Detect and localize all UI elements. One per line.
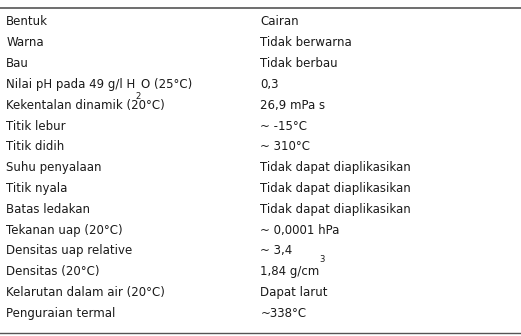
Text: 0,3: 0,3: [260, 78, 279, 91]
Text: 1,84 g/cm: 1,84 g/cm: [260, 265, 320, 278]
Text: Tidak dapat diaplikasikan: Tidak dapat diaplikasikan: [260, 182, 411, 195]
Text: Bau: Bau: [6, 57, 29, 70]
Text: Penguraian termal: Penguraian termal: [6, 307, 116, 320]
Text: ~ 3,4: ~ 3,4: [260, 245, 293, 257]
Text: Titik nyala: Titik nyala: [6, 182, 68, 195]
Text: Dapat larut: Dapat larut: [260, 286, 328, 299]
Text: Densitas (20°C): Densitas (20°C): [6, 265, 100, 278]
Text: Tidak dapat diaplikasikan: Tidak dapat diaplikasikan: [260, 203, 411, 216]
Text: Bentuk: Bentuk: [6, 15, 48, 28]
Text: Titik didih: Titik didih: [6, 140, 65, 153]
Text: ~ 0,0001 hPa: ~ 0,0001 hPa: [260, 224, 340, 237]
Text: Warna: Warna: [6, 36, 44, 49]
Text: Tidak dapat diaplikasikan: Tidak dapat diaplikasikan: [260, 161, 411, 174]
Text: 26,9 mPa s: 26,9 mPa s: [260, 99, 326, 112]
Text: 2: 2: [135, 92, 141, 101]
Text: Batas ledakan: Batas ledakan: [6, 203, 90, 216]
Text: Nilai pH pada 49 g/l H: Nilai pH pada 49 g/l H: [6, 78, 135, 91]
Text: Suhu penyalaan: Suhu penyalaan: [6, 161, 102, 174]
Text: ~338°C: ~338°C: [260, 307, 307, 320]
Text: 3: 3: [320, 255, 325, 264]
Text: Densitas uap relative: Densitas uap relative: [6, 245, 132, 257]
Text: ~ -15°C: ~ -15°C: [260, 120, 307, 132]
Text: ~ 310°C: ~ 310°C: [260, 140, 311, 153]
Text: Kekentalan dinamik (20°C): Kekentalan dinamik (20°C): [6, 99, 165, 112]
Text: Kelarutan dalam air (20°C): Kelarutan dalam air (20°C): [6, 286, 165, 299]
Text: Tidak berwarna: Tidak berwarna: [260, 36, 352, 49]
Text: O (25°C): O (25°C): [141, 78, 192, 91]
Text: Titik lebur: Titik lebur: [6, 120, 66, 132]
Text: Tekanan uap (20°C): Tekanan uap (20°C): [6, 224, 123, 237]
Text: Cairan: Cairan: [260, 15, 299, 28]
Text: Tidak berbau: Tidak berbau: [260, 57, 338, 70]
